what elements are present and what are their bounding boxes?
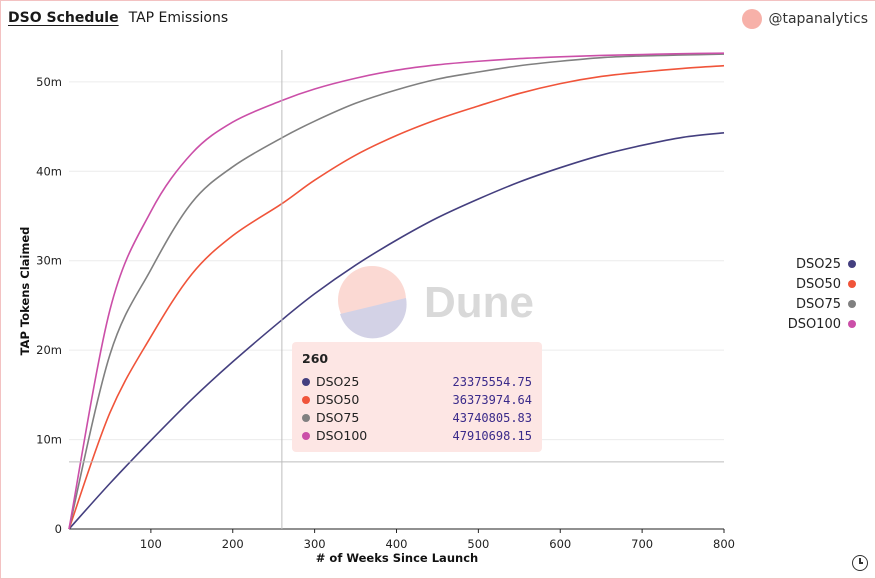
x-tick-label: 400 [386,537,408,551]
x-tick-label: 300 [304,537,326,551]
series-dot-icon [302,395,310,404]
legend-item[interactable]: DSO25 [788,254,856,274]
x-tick-label: 500 [467,537,489,551]
tooltip-value: 43740805.83 [452,410,532,425]
tooltip-row: DSO25 23375554.75 [302,374,532,389]
legend-label: DSO50 [795,276,841,292]
series-dot-icon [302,413,310,422]
y-tick-label: 50m [36,75,62,89]
x-tick-label: 100 [140,537,162,551]
tooltip-series-name: DSO50 [316,392,360,407]
x-tick-label: 600 [549,537,571,551]
dune-watermark: Dune [338,266,534,339]
series-line [68,132,725,530]
axes: 0 10m 20m 30m 40m 50m 100 200 300 400 500 600 700 800 [36,75,735,551]
legend-label: DSO100 [787,316,841,332]
series-lines [68,52,725,530]
tooltip-series-name: DSO75 [316,410,360,425]
y-tick-label: 20m [36,343,62,357]
series-line [68,53,725,530]
tooltip-row: DSO75 43740805.83 [302,410,532,425]
y-tick-label: 40m [36,164,62,178]
legend-item[interactable]: DSO75 [788,294,856,314]
y-tick-label: 0 [55,522,62,536]
x-tick-label: 200 [222,537,244,551]
tooltip-series-name: DSO25 [316,374,360,389]
tooltip-row: DSO50 36373974.64 [302,392,532,407]
x-tick-label: 800 [713,537,735,551]
x-tick-label: 700 [631,537,653,551]
legend-dot-icon [848,320,856,328]
legend: DSO25 DSO50 DSO75 DSO100 [788,254,856,334]
legend-label: DSO75 [795,296,841,312]
tab-tap-emissions[interactable]: TAP Emissions [128,10,229,26]
author-handle: @tapanalytics [768,11,868,27]
tooltip-row: DSO100 47910698.15 [302,428,532,443]
legend-item[interactable]: DSO100 [788,314,856,334]
legend-dot-icon [848,260,856,268]
tooltip: 260 DSO25 23375554.75 DSO50 36373974.64 DS… [292,342,542,452]
y-tick-label: 10m [36,433,62,447]
series-line [68,64,725,530]
tooltip-title: 260 [302,351,329,366]
legend-label: DSO25 [795,256,841,272]
y-axis-label: TAP Tokens Claimed [18,227,32,356]
author-badge[interactable]: @tapanalytics [742,9,868,29]
watermark-text: Dune [424,278,534,327]
tab-dso-schedule[interactable]: DSO Schedule [8,10,119,26]
clock-icon[interactable] [852,555,868,571]
tab-bar: DSO Schedule TAP Emissions [8,10,228,26]
series-dot-icon [302,431,310,440]
tooltip-value: 23375554.75 [452,374,532,389]
dune-logo-shade [340,298,407,339]
x-axis-label: # of Weeks Since Launch [316,551,478,565]
avatar [742,9,763,29]
crosshair [69,50,724,529]
tooltip-value: 47910698.15 [452,428,532,443]
legend-dot-icon [848,280,856,288]
y-tick-label: 30m [36,254,62,268]
tooltip-series-name: DSO100 [316,428,368,443]
tooltip-value: 36373974.64 [452,392,532,407]
legend-dot-icon [848,300,856,308]
series-line [68,52,725,530]
series-dot-icon [302,377,310,386]
legend-item[interactable]: DSO50 [788,274,856,294]
